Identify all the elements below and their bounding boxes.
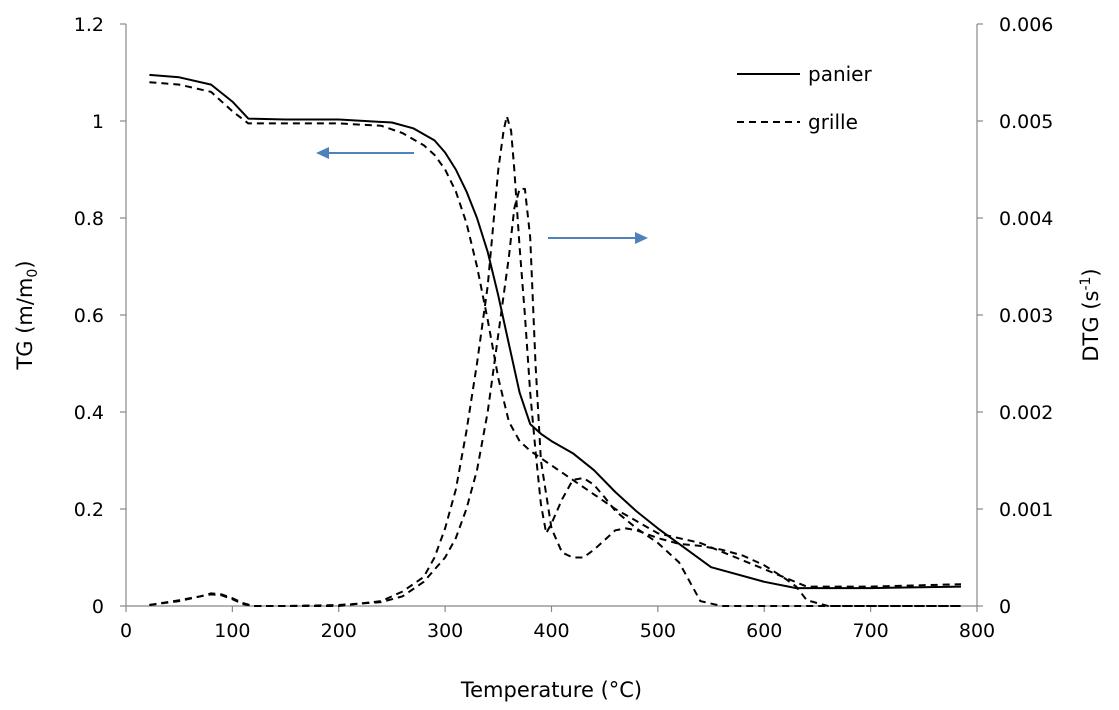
y-left-axis-title: TG (m/m0)	[13, 260, 41, 370]
y-right-tick-label: 0.005	[999, 111, 1053, 133]
x-tick-label: 600	[746, 620, 782, 642]
x-tick-label: 300	[427, 620, 463, 642]
y-right-axis-title-tail: )	[1079, 268, 1103, 276]
x-axis-title: Temperature (°C)	[460, 678, 642, 702]
y-left-axis-title-main: TG (m/m	[13, 278, 37, 371]
y-left-tick-label: 0.8	[74, 208, 104, 230]
x-tick-label: 500	[640, 620, 676, 642]
y-right-tick-label: 0.003	[999, 305, 1053, 327]
y-right-axis-title-sup: -1	[1078, 277, 1094, 291]
arrow-left-head	[316, 147, 329, 159]
y-left-axis-title-sub: 0	[25, 269, 41, 278]
y-right-tick-label: 0	[999, 596, 1011, 618]
annotation-layer	[316, 147, 648, 244]
y-left-tick-label: 1.2	[74, 14, 104, 36]
y-left-tick-label: 0	[92, 596, 104, 618]
axes-layer: 0 100 200 300 400 500 600 700 80000.20.40.60.811…	[74, 14, 1054, 642]
legend-label-grille: grille	[808, 110, 858, 134]
y-left-tick-label: 0.6	[74, 305, 104, 327]
y-right-axis-title-main: DTG (s	[1079, 291, 1103, 362]
y-right-tick-label: 0.001	[999, 499, 1053, 521]
series-line-grille-dtg	[149, 115, 961, 607]
x-tick-label: 0	[120, 620, 132, 642]
y-left-tick-label: 1	[92, 111, 104, 133]
y-left-axis-title-tail: )	[13, 260, 37, 268]
series-layer	[149, 73, 962, 607]
series-line-panier-dtg	[149, 187, 961, 607]
y-left-tick-label: 0.4	[74, 402, 104, 424]
y-right-tick-label: 0.006	[999, 14, 1053, 36]
legend-label-panier: panier	[808, 62, 872, 86]
series-line-panier-tg	[149, 73, 962, 590]
x-tick-label: 400	[533, 620, 569, 642]
y-left-tick-label: 0.2	[74, 499, 104, 521]
x-tick-label: 100	[214, 620, 250, 642]
y-right-axis-title: DTG (s-1)	[1078, 268, 1103, 361]
legend: panier grille	[737, 62, 872, 134]
x-tick-label: 700	[852, 620, 888, 642]
x-tick-label: 800	[959, 620, 995, 642]
y-right-tick-label: 0.004	[999, 208, 1053, 230]
series-line-grille-tg	[149, 81, 962, 588]
y-right-tick-label: 0.002	[999, 402, 1053, 424]
x-tick-label: 200	[321, 620, 357, 642]
arrow-right-head	[635, 232, 648, 244]
